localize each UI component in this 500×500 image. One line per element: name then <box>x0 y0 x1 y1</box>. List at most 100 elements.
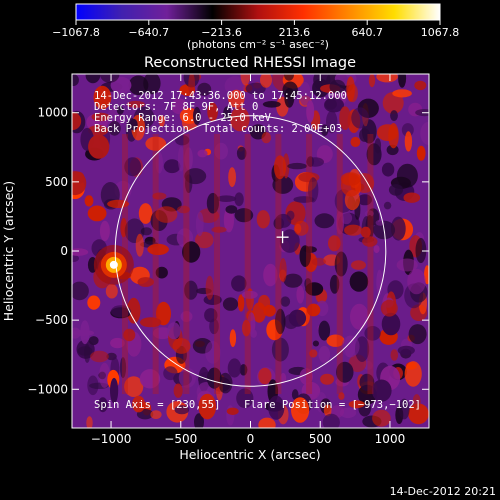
colorbar-tick-label: 1067.8 <box>421 26 460 39</box>
x-axis-label: Heliocentric X (arcsec) <box>179 447 320 462</box>
texture-blob <box>396 258 418 272</box>
stripe-artifact <box>183 134 190 394</box>
texture-blob <box>228 167 237 188</box>
texture-blob <box>261 132 272 144</box>
texture-blob <box>340 173 362 197</box>
texture-blob <box>349 271 369 292</box>
axis-ticks: −1000 −500 0 500 1000 −1000 −500 0 500 1000 <box>27 74 429 446</box>
texture-blob <box>110 337 125 349</box>
texture-blob <box>110 76 132 94</box>
texture-blob <box>279 258 287 283</box>
colorbar-tick-label: 213.6 <box>279 26 311 39</box>
texture-blob <box>163 366 178 381</box>
texture-blob <box>198 393 217 420</box>
texture-blob <box>185 174 193 194</box>
texture-blob <box>414 80 427 91</box>
texture-blob <box>283 273 303 288</box>
texture-blob <box>156 301 171 326</box>
texture-blob <box>214 142 228 160</box>
x-tick-label: 0 <box>247 432 255 446</box>
texture-blob <box>193 106 201 125</box>
texture-blob <box>326 110 338 134</box>
texture-blob <box>392 89 412 98</box>
texture-blob <box>88 125 109 136</box>
texture-blob <box>99 362 111 388</box>
texture-blob <box>376 269 383 296</box>
texture-blob <box>72 327 81 339</box>
texture-blob <box>357 194 372 206</box>
texture-blob <box>401 123 414 137</box>
texture-blob <box>376 74 398 83</box>
texture-blob <box>412 394 421 410</box>
texture-blob <box>408 324 427 345</box>
texture-blob <box>308 177 319 203</box>
texture-blob <box>383 201 392 210</box>
texture-blob <box>320 373 335 385</box>
x-tick-label: 500 <box>309 432 332 446</box>
texture-blob <box>124 376 144 397</box>
texture-blob <box>194 413 204 428</box>
texture-blob <box>87 205 107 222</box>
texture-blob <box>275 213 292 228</box>
stripe-artifact <box>306 134 313 394</box>
texture-blob <box>184 280 198 300</box>
texture-blob <box>216 195 237 202</box>
colorbar <box>75 3 441 21</box>
texture-blob <box>381 312 401 336</box>
texture-blob <box>155 206 178 223</box>
texture-blob <box>126 297 141 324</box>
texture-blob <box>226 407 239 415</box>
texture-blob <box>204 308 218 323</box>
texture-blob <box>72 248 89 256</box>
x-tick-label: 1000 <box>375 432 406 446</box>
texture-blob <box>119 357 127 379</box>
texture-blob <box>116 105 124 115</box>
texture-blob <box>132 395 146 413</box>
texture-blob <box>390 110 398 122</box>
texture-blob <box>273 155 287 180</box>
texture-blob <box>258 417 276 428</box>
texture-blob <box>206 367 222 389</box>
texture-blob <box>322 413 340 428</box>
y-axis-label: Heliocentric Y (arcsec) <box>1 181 16 321</box>
texture-blob <box>155 151 163 174</box>
texture-blob <box>299 81 311 106</box>
texture-blob <box>271 337 289 362</box>
texture-blob <box>231 275 247 292</box>
texture-blob <box>72 74 79 86</box>
texture-blob <box>305 282 324 296</box>
annotation-total-counts: Total counts: 2.00E+03 <box>203 123 342 135</box>
backprojection-texture <box>72 74 429 428</box>
texture-blob <box>93 85 112 110</box>
stripe-artifact <box>214 134 221 394</box>
texture-blob <box>223 106 232 121</box>
texture-blob <box>72 254 79 263</box>
texture-blob <box>404 361 422 387</box>
texture-blob <box>408 403 429 425</box>
texture-blob <box>229 329 237 347</box>
texture-blob <box>88 134 110 159</box>
texture-blob <box>420 121 429 145</box>
texture-blob <box>403 192 421 203</box>
colorbar-tick-label: 640.7 <box>351 26 383 39</box>
texture-blob <box>280 372 287 384</box>
texture-blob <box>291 397 310 423</box>
texture-blob <box>211 226 227 233</box>
texture-blob <box>188 74 196 97</box>
texture-blob <box>284 74 294 81</box>
texture-blob <box>205 275 214 300</box>
texture-blob <box>223 207 234 233</box>
texture-blob <box>416 145 426 161</box>
texture-blob <box>382 91 404 114</box>
texture-blob <box>336 361 354 383</box>
texture-blob <box>380 299 398 317</box>
texture-blob <box>147 243 169 255</box>
colorbar-units-label: (photons cm⁻² s⁻¹ asec⁻²) <box>187 38 329 51</box>
texture-blob <box>177 205 190 214</box>
texture-blob <box>328 235 341 252</box>
texture-blob <box>293 196 315 203</box>
texture-blob <box>359 373 375 391</box>
texture-blob <box>234 208 254 223</box>
texture-blob <box>280 296 291 307</box>
texture-blob <box>351 260 366 270</box>
